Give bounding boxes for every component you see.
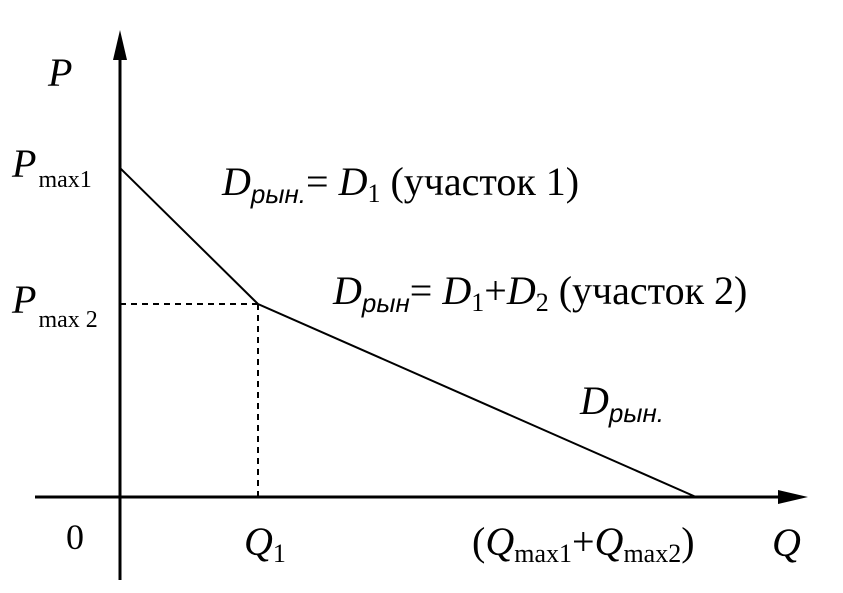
segment2-note: (участок 2) [549,268,748,313]
y-axis-arrow [113,30,127,60]
tick-qmax-close: ) [681,519,694,564]
tick-qmax-sub-a: max1 [514,539,572,568]
demand-curve [119,167,697,498]
segment2-label: Dрын= D1+D2 (участок 2) [332,268,747,318]
tick-pmax2-main: P [11,277,36,322]
segment1-d1: D [338,159,368,204]
segment2-d-sub: рын [361,288,410,318]
x-axis-arrow [778,490,808,504]
segment2-d2-sub: 2 [536,288,549,317]
tick-pmax1: Pmax1 [11,141,92,193]
tick-qmax-plus: + [572,519,595,564]
tick-q1-main: Q [244,519,273,564]
curve-d-sub: рын. [608,398,664,428]
segment1-note: (участок 1) [380,159,579,204]
segment2-eq: = [410,268,443,313]
segment1-label: Dрын.= D1 (участок 1) [221,159,579,209]
tick-pmax2-sub: max 2 [38,307,97,333]
segment1-eq: = [306,159,339,204]
tick-qmax: (Qmax1+Qmax2) [472,519,695,568]
segment2-d1-sub: 1 [471,288,484,317]
tick-pmax1-sub: max1 [38,167,91,193]
segment2-d2: D [506,268,536,313]
x-axis-label: Q [772,520,801,565]
origin-label: 0 [66,517,84,557]
y-axis-label: P [47,50,72,95]
tick-q1-sub: 1 [273,539,286,568]
tick-qmax-q-a: Q [485,519,514,564]
segment1-d1-sub: 1 [367,179,380,208]
segment1-d: D [221,159,251,204]
tick-qmax-q-b: Q [595,519,624,564]
segment2-plus: + [484,268,507,313]
tick-q1: Q1 [244,519,286,568]
tick-qmax-sub-b: max2 [623,539,681,568]
segment2-d1: D [441,268,471,313]
tick-pmax1-main: P [11,141,36,186]
curve-d: D [579,378,609,423]
segment2-d: D [332,268,362,313]
curve-label: Dрын. [579,378,664,428]
segment1-d-sub: рын. [250,179,306,209]
tick-pmax2: Pmax 2 [11,277,98,333]
tick-qmax-open: ( [472,519,485,564]
